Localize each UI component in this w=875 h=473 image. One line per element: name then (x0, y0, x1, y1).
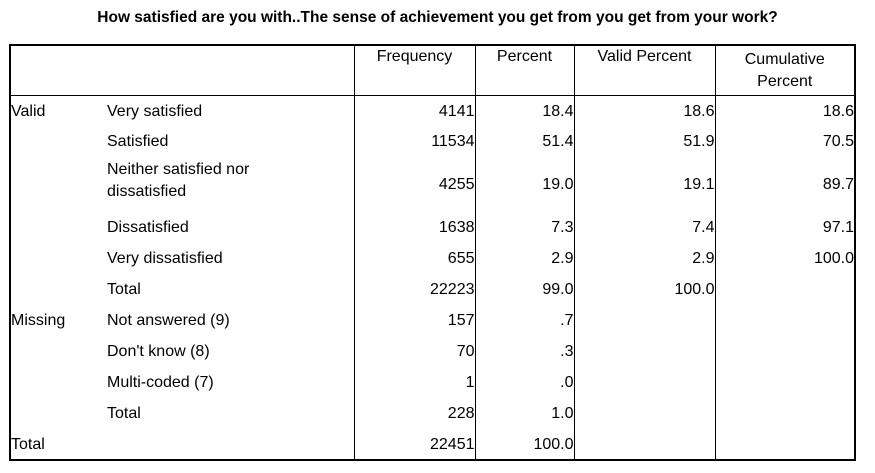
percent-cell: 18.4 (474, 95, 574, 126)
header-frequency: Frequency (353, 44, 475, 96)
percent-cell: 1.0 (474, 398, 574, 429)
table-row: Don't know (8) 70 .3 (9, 336, 856, 367)
cumulative-percent-cell: 97.1 (714, 212, 856, 243)
category-cell: Neither satisfied nor dissatisfied (107, 157, 354, 212)
table-row: Valid Very satisfied 4141 18.4 18.6 18.6 (9, 95, 856, 126)
valid-percent-cell: 18.6 (573, 95, 715, 126)
category-cell: Total (107, 281, 141, 298)
header-blank (9, 44, 354, 96)
group-label-missing: Missing (9, 305, 107, 336)
table-row: Total 22223 99.0 100.0 (9, 274, 856, 305)
frequency-cell: 4141 (353, 95, 475, 126)
percent-cell: .7 (474, 305, 574, 336)
category-cell: Not answered (9) (107, 312, 230, 329)
table-row: Total 22451 100.0 (9, 429, 856, 461)
table-row: Missing Not answered (9) 157 .7 (9, 305, 856, 336)
table-row: Dissatisfied 1638 7.3 7.4 97.1 (9, 212, 856, 243)
valid-percent-cell: 2.9 (573, 243, 715, 274)
category-cell: Don't know (8) (107, 343, 210, 360)
valid-percent-cell: 19.1 (573, 157, 715, 212)
frequency-cell: 11534 (353, 126, 475, 157)
percent-cell: 100.0 (474, 429, 574, 461)
category-cell: Dissatisfied (107, 219, 189, 236)
frequency-cell: 157 (353, 305, 475, 336)
group-label-total: Total (9, 429, 107, 461)
category-cell: Satisfied (107, 133, 169, 150)
group-label-valid: Valid (9, 95, 107, 126)
frequency-cell: 4255 (353, 157, 475, 212)
header-row: Frequency Percent Valid Percent Cumulati… (9, 44, 856, 96)
percent-cell: .0 (474, 367, 574, 398)
percent-cell: 2.9 (474, 243, 574, 274)
table-row: Total 228 1.0 (9, 398, 856, 429)
frequency-cell: 228 (353, 398, 475, 429)
frequency-table: Frequency Percent Valid Percent Cumulati… (9, 44, 856, 461)
table-row: Very dissatisfied 655 2.9 2.9 100.0 (9, 243, 856, 274)
valid-percent-cell: 51.9 (573, 126, 715, 157)
valid-percent-cell: 100.0 (573, 274, 715, 305)
header-cumulative-percent: Cumulative Percent (714, 44, 856, 96)
header-percent: Percent (474, 44, 574, 96)
table-row: Satisfied 11534 51.4 51.9 70.5 (9, 126, 856, 157)
percent-cell: 7.3 (474, 212, 574, 243)
category-cell: Very dissatisfied (107, 250, 223, 267)
category-cell: Total (107, 405, 141, 422)
table-row: Neither satisfied nor dissatisfied 4255 … (9, 157, 856, 212)
percent-cell: 51.4 (474, 126, 574, 157)
frequency-cell: 22451 (353, 429, 475, 461)
frequency-cell: 22223 (353, 274, 475, 305)
percent-cell: 99.0 (474, 274, 574, 305)
header-cumulative-line1: Cumulative (744, 51, 825, 68)
frequency-cell: 1638 (353, 212, 475, 243)
category-cell: Multi-coded (7) (107, 374, 214, 391)
category-line2: dissatisfied (107, 183, 187, 200)
category-line1: Neither satisfied nor (107, 161, 250, 178)
frequency-cell: 655 (353, 243, 475, 274)
frequency-cell: 70 (353, 336, 475, 367)
valid-percent-cell: 7.4 (573, 212, 715, 243)
cumulative-percent-cell: 18.6 (714, 95, 856, 126)
header-cumulative-line2: Percent (757, 73, 813, 90)
cumulative-percent-cell: 70.5 (714, 126, 856, 157)
percent-cell: .3 (474, 336, 574, 367)
header-valid-percent: Valid Percent (573, 44, 715, 96)
table-title: How satisfied are you with..The sense of… (97, 9, 778, 26)
percent-cell: 19.0 (474, 157, 574, 212)
table-row: Multi-coded (7) 1 .0 (9, 367, 856, 398)
cumulative-percent-cell: 100.0 (714, 243, 856, 274)
category-cell: Very satisfied (107, 102, 203, 120)
frequency-cell: 1 (353, 367, 475, 398)
cumulative-percent-cell: 89.7 (714, 157, 856, 212)
